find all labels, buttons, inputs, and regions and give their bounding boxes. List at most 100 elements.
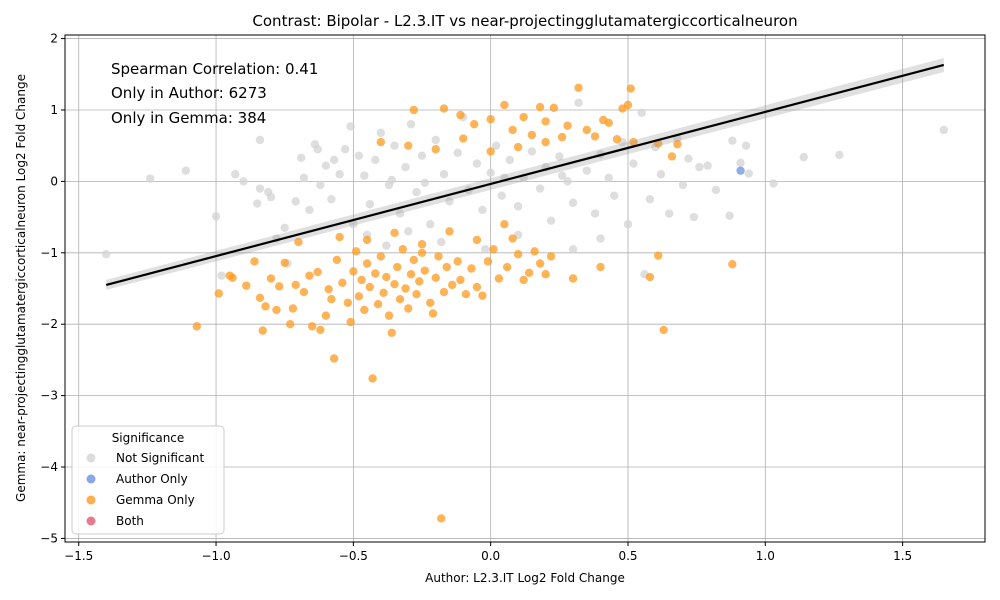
point-gemma-only: [456, 110, 465, 120]
point-not-significant: [629, 159, 638, 168]
point-not-significant: [426, 220, 435, 229]
point-gemma-only: [439, 287, 449, 297]
point-not-significant: [401, 162, 410, 172]
x-axis-ticks: −1.5 −1.0 −0.5 0.0 0.5 1.0 1.5: [64, 542, 912, 563]
point-author-only: [736, 166, 745, 175]
legend-marker-author-only: [86, 474, 96, 484]
point-gemma-only: [513, 250, 523, 259]
regression-line: [105, 57, 945, 290]
point-gemma-only: [626, 84, 635, 93]
point-gemma-only: [541, 117, 550, 126]
point-gemma-only: [557, 132, 567, 142]
point-not-significant: [736, 158, 745, 168]
point-gemma-only: [494, 274, 504, 283]
point-not-significant: [354, 151, 364, 160]
point-gemma-only: [368, 374, 377, 383]
point-gemma-only: [546, 252, 556, 261]
point-gemma-only: [272, 305, 281, 315]
point-gemma-only: [329, 354, 339, 363]
point-gemma-only: [307, 322, 317, 331]
y-tick-label: 0: [50, 174, 58, 188]
point-gemma-only: [472, 235, 482, 245]
point-gemma-only: [393, 262, 402, 272]
point-not-significant: [266, 192, 276, 202]
point-gemma-only: [530, 247, 539, 256]
plot-frame: [64, 34, 986, 543]
point-gemma-only: [214, 289, 223, 298]
point-not-significant: [340, 145, 350, 154]
point-gemma-only: [351, 247, 361, 256]
point-gemma-only: [409, 105, 418, 115]
point-gemma-only: [365, 282, 375, 292]
point-gemma-only: [541, 270, 550, 279]
point-gemma-only: [299, 287, 309, 297]
point-gemma-only: [445, 227, 454, 236]
point-gemma-only: [390, 280, 399, 289]
point-gemma-only: [362, 259, 372, 268]
point-gemma-only: [349, 267, 358, 276]
x-tick-label: −1.5: [64, 549, 93, 563]
point-not-significant: [371, 155, 380, 165]
point-gemma-only: [382, 272, 391, 282]
point-not-significant: [741, 141, 751, 150]
point-gemma-only: [305, 271, 314, 280]
point-gemma-only: [376, 137, 386, 147]
point-gemma-only: [653, 251, 663, 260]
point-not-significant: [637, 108, 646, 118]
point-gemma-only: [623, 100, 633, 110]
point-gemma-only: [266, 274, 276, 283]
point-gemma-only: [500, 100, 509, 110]
point-gemma-only: [291, 280, 300, 290]
point-not-significant: [478, 205, 487, 215]
point-gemma-only: [667, 152, 677, 161]
point-not-significant: [349, 220, 358, 229]
point-not-significant: [486, 168, 495, 178]
y-tick-label: −2: [40, 317, 58, 331]
point-not-significant: [596, 234, 605, 243]
point-not-significant: [527, 147, 537, 156]
point-gemma-only: [659, 325, 668, 335]
point-not-significant: [181, 166, 191, 175]
point-not-significant: [412, 187, 421, 197]
point-not-significant: [555, 152, 564, 161]
point-not-significant: [395, 209, 405, 218]
point-gemma-only: [373, 300, 383, 309]
point-gemma-only: [428, 309, 438, 318]
point-gemma-only: [563, 121, 572, 130]
point-gemma-only: [398, 245, 407, 254]
point-not-significant: [346, 122, 355, 131]
y-tick-label: −4: [40, 460, 58, 474]
point-gemma-only: [192, 322, 202, 331]
point-gemma-only: [420, 266, 429, 275]
point-gemma-only: [324, 285, 333, 294]
point-not-significant: [387, 175, 397, 185]
point-gemma-only: [346, 317, 355, 327]
point-gemma-only: [472, 282, 482, 292]
point-gemma-only: [280, 258, 289, 267]
point-not-significant: [437, 237, 446, 247]
point-gemma-only: [376, 252, 386, 261]
point-not-significant: [255, 184, 265, 193]
point-gemma-only: [574, 83, 583, 93]
point-not-significant: [563, 177, 572, 186]
point-gemma-only: [478, 291, 487, 300]
point-not-significant: [316, 180, 325, 190]
point-not-significant: [239, 177, 248, 186]
point-gemma-only: [343, 298, 353, 307]
data-points: [101, 83, 949, 523]
point-gemma-only: [255, 293, 265, 302]
point-gemma-only: [426, 298, 435, 307]
point-gemma-only: [612, 135, 622, 144]
y-tick-label: −1: [40, 246, 58, 260]
point-gemma-only: [461, 290, 471, 299]
point-not-significant: [505, 155, 515, 165]
point-not-significant: [695, 162, 704, 172]
point-gemma-only: [434, 252, 443, 261]
point-gemma-only: [439, 104, 449, 113]
point-not-significant: [404, 227, 413, 236]
point-not-significant: [231, 170, 240, 179]
point-not-significant: [610, 191, 619, 200]
point-gemma-only: [582, 125, 591, 135]
point-not-significant: [497, 191, 506, 200]
point-not-significant: [431, 135, 440, 145]
